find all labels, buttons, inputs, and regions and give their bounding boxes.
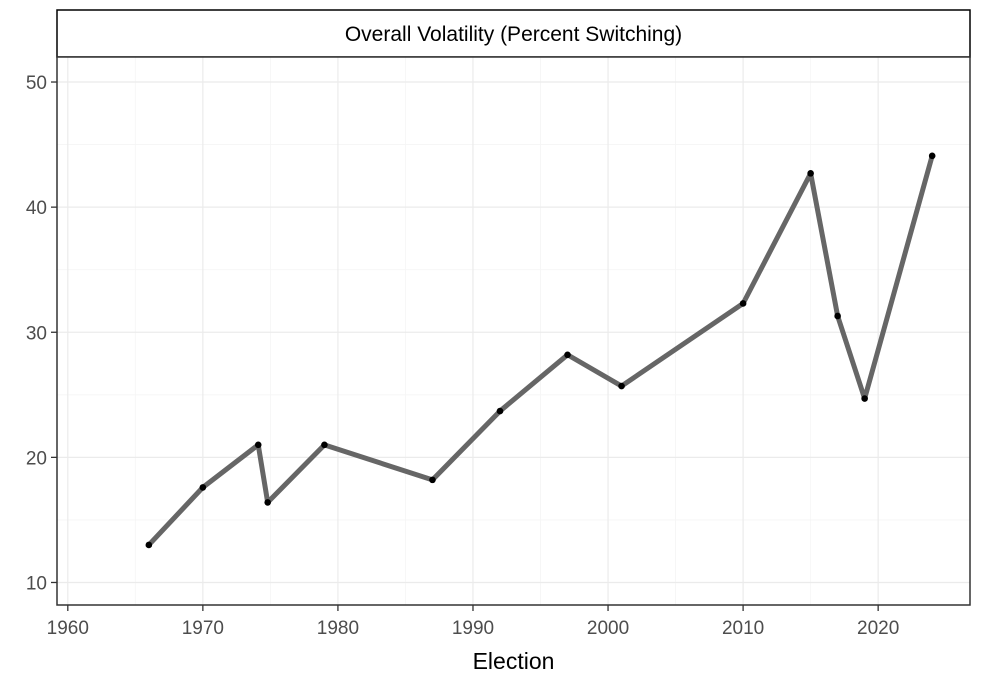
data-point [564, 351, 571, 359]
data-point [199, 484, 207, 491]
series-layer [145, 152, 936, 549]
y-tick-label: 20 [26, 448, 47, 469]
y-tick-label: 10 [26, 573, 47, 594]
strip-header: Overall Volatility (Percent Switching) [56, 9, 971, 58]
data-point [618, 382, 625, 390]
plot-panel [57, 57, 970, 605]
data-point [834, 312, 841, 320]
data-point [145, 541, 153, 549]
x-tick-label: 1980 [317, 618, 359, 639]
data-point [429, 476, 436, 484]
axes: 1960 1970 1980 1990 2000 2010 2020 10 20 30 40 50 [26, 73, 899, 639]
y-tick-label: 50 [26, 73, 47, 94]
x-tick-label: 1960 [47, 618, 89, 639]
data-point [254, 441, 262, 449]
data-point [928, 152, 936, 160]
x-tick-label: 2020 [857, 618, 899, 639]
x-tick-label: 2010 [722, 618, 764, 639]
data-point [739, 300, 747, 307]
x-tick-label: 1970 [182, 618, 224, 639]
data-point [861, 395, 868, 402]
series-line [146, 153, 935, 548]
x-axis-title: Election [473, 648, 555, 674]
grid-lines [57, 57, 970, 605]
data-point [321, 441, 328, 449]
data-point [496, 407, 504, 415]
strip-title: Overall Volatility (Percent Switching) [345, 23, 682, 46]
y-tick-label: 40 [26, 198, 47, 219]
x-tick-label: 1990 [452, 618, 494, 639]
x-tick-label: 2000 [587, 618, 629, 639]
y-tick-label: 30 [26, 323, 47, 344]
data-point [807, 170, 814, 177]
data-point [264, 499, 271, 506]
plot-border [56, 56, 971, 606]
